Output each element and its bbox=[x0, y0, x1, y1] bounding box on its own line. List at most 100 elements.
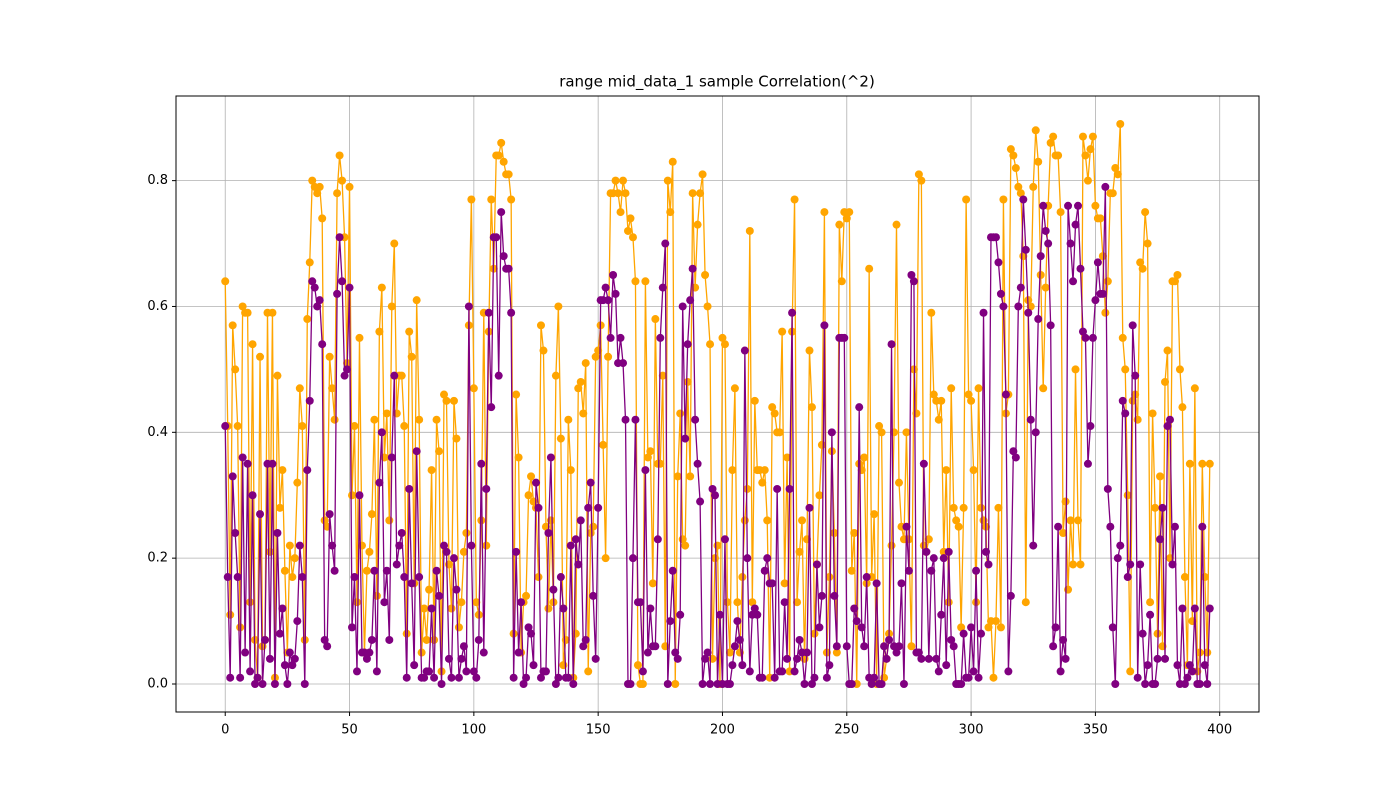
data-point bbox=[795, 635, 804, 644]
data-point bbox=[929, 390, 938, 399]
data-point bbox=[793, 654, 802, 663]
data-point bbox=[589, 591, 598, 600]
data-point bbox=[780, 579, 789, 588]
data-point bbox=[619, 359, 628, 368]
data-point bbox=[994, 258, 1003, 267]
data-point bbox=[800, 680, 809, 688]
data-point bbox=[803, 648, 812, 657]
data-point bbox=[1141, 680, 1150, 688]
data-point bbox=[415, 415, 424, 424]
data-point bbox=[472, 598, 481, 607]
data-point bbox=[1054, 522, 1063, 531]
data-point bbox=[430, 673, 439, 682]
data-point bbox=[440, 390, 449, 399]
data-point bbox=[798, 516, 807, 525]
data-point bbox=[708, 484, 717, 493]
y-tick-label: 0.4 bbox=[147, 425, 168, 440]
data-point bbox=[1088, 333, 1097, 342]
data-point bbox=[760, 466, 769, 475]
data-point bbox=[405, 484, 414, 493]
data-point bbox=[1123, 573, 1132, 582]
data-point bbox=[233, 422, 242, 431]
data-point bbox=[325, 352, 334, 361]
data-point bbox=[499, 157, 508, 166]
chart-title: range mid_data_1 sample Correlation(^2) bbox=[559, 73, 875, 92]
data-point bbox=[840, 333, 849, 342]
data-point bbox=[902, 522, 911, 531]
data-point bbox=[648, 579, 657, 588]
data-point bbox=[566, 541, 575, 550]
data-point bbox=[566, 466, 575, 475]
data-point bbox=[999, 302, 1008, 311]
data-point bbox=[534, 573, 543, 582]
data-point bbox=[1044, 239, 1053, 248]
data-point bbox=[947, 635, 956, 644]
data-point bbox=[892, 220, 901, 229]
data-point bbox=[246, 598, 255, 607]
data-point bbox=[1188, 667, 1197, 676]
data-point bbox=[793, 598, 802, 607]
data-point bbox=[837, 277, 846, 286]
data-point bbox=[658, 371, 667, 380]
data-point bbox=[390, 239, 399, 248]
data-point bbox=[668, 566, 677, 575]
data-point bbox=[688, 264, 697, 273]
data-point bbox=[1170, 277, 1179, 286]
data-point bbox=[897, 579, 906, 588]
data-point bbox=[656, 333, 665, 342]
data-point bbox=[835, 220, 844, 229]
data-point bbox=[619, 176, 628, 185]
x-tick-label: 400 bbox=[1207, 723, 1232, 738]
data-point bbox=[964, 390, 973, 399]
data-point bbox=[730, 384, 739, 393]
data-point bbox=[825, 661, 834, 670]
data-point bbox=[681, 541, 690, 550]
data-point bbox=[1116, 541, 1125, 550]
data-point bbox=[1014, 302, 1023, 311]
data-point bbox=[581, 359, 590, 368]
data-point bbox=[1071, 220, 1080, 229]
data-point bbox=[338, 277, 347, 286]
data-point bbox=[348, 623, 357, 632]
data-point bbox=[681, 434, 690, 443]
data-point bbox=[487, 195, 496, 204]
data-point bbox=[740, 516, 749, 525]
data-point bbox=[435, 591, 444, 600]
data-point bbox=[902, 428, 911, 437]
data-point bbox=[1078, 327, 1087, 336]
data-point bbox=[330, 415, 339, 424]
data-point bbox=[611, 176, 620, 185]
data-point bbox=[350, 422, 359, 431]
data-point bbox=[1081, 151, 1090, 160]
data-point bbox=[1061, 497, 1070, 506]
data-point bbox=[942, 661, 951, 670]
data-point bbox=[370, 566, 379, 575]
data-point bbox=[405, 327, 414, 336]
data-point bbox=[397, 528, 406, 537]
data-point bbox=[278, 604, 287, 613]
data-point bbox=[1108, 623, 1117, 632]
data-point bbox=[788, 308, 797, 317]
data-point bbox=[651, 642, 660, 651]
data-point bbox=[412, 296, 421, 305]
data-point bbox=[1136, 560, 1145, 569]
data-point bbox=[939, 554, 948, 563]
data-point bbox=[591, 654, 600, 663]
data-point bbox=[982, 547, 991, 556]
data-point bbox=[579, 642, 588, 651]
data-point bbox=[621, 415, 630, 424]
data-point bbox=[437, 680, 446, 688]
data-point bbox=[934, 415, 943, 424]
data-point bbox=[842, 642, 851, 651]
data-point bbox=[330, 566, 339, 575]
data-point bbox=[807, 403, 816, 412]
data-point bbox=[738, 661, 747, 670]
data-point bbox=[830, 528, 839, 537]
data-point bbox=[912, 409, 921, 418]
data-point bbox=[673, 472, 682, 481]
data-point bbox=[1083, 176, 1092, 185]
data-point bbox=[275, 629, 284, 638]
data-point bbox=[703, 648, 712, 657]
data-point bbox=[352, 667, 361, 676]
data-point bbox=[1185, 459, 1194, 468]
